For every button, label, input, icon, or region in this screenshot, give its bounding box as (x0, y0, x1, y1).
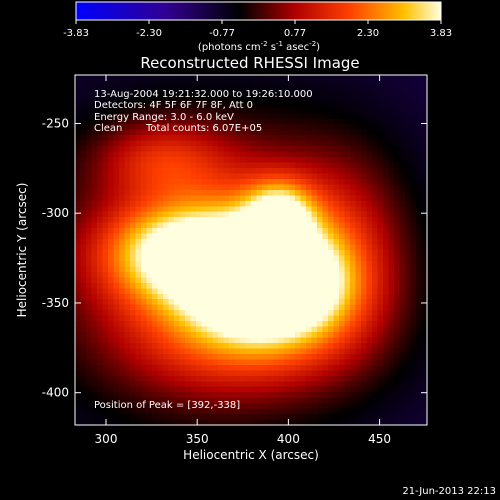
heatmap-raster (75, 75, 427, 425)
colorbar-tick-label: 0.77 (284, 28, 306, 39)
chart-title: Reconstructed RHESSI Image (140, 54, 359, 72)
colorbar-tick-label: 2.30 (357, 28, 379, 39)
annotation-energy: Energy Range: 3.0 - 6.0 keV (94, 112, 234, 123)
x-axis-label: Heliocentric X (arcsec) (183, 448, 319, 462)
y-tick-label: -300 (42, 206, 69, 220)
annotation-clean: Clean (94, 123, 122, 134)
y-axis-label: Heliocentric Y (arcsec) (15, 183, 29, 318)
x-axis: 300 350 400 450 (95, 75, 391, 446)
y-tick-label: -250 (42, 116, 69, 130)
colorbar-tick-label: -0.77 (209, 28, 235, 39)
colorbar-tick-label: -3.83 (63, 28, 89, 39)
y-tick-label: -400 (42, 386, 69, 400)
colorbar-ticks: -3.83 -2.30 -0.77 0.77 2.30 3.83 (63, 20, 452, 39)
y-axis: -250 -300 -350 -400 (42, 116, 427, 400)
x-tick-label: 450 (368, 432, 391, 446)
x-tick-label: 350 (186, 432, 209, 446)
x-tick-label: 400 (277, 432, 300, 446)
plot-frame (74, 74, 428, 426)
heatmap-image (75, 75, 427, 425)
x-tick-label: 300 (95, 432, 118, 446)
annotation-time-range: 13-Aug-2004 19:21:32.000 to 19:26:10.000 (94, 89, 313, 100)
y-tick-label: -350 (42, 296, 69, 310)
annotation-total-counts: Total counts: 6.07E+05 (145, 123, 262, 134)
colorbar-tick-label: -2.30 (136, 28, 162, 39)
annotation-peak: Position of Peak = [392,-338] (94, 400, 240, 411)
annotations: 13-Aug-2004 19:21:32.000 to 19:26:10.000… (94, 89, 313, 411)
colorbar-frame (75, 1, 442, 21)
colorbar-label: (photons cm-2 s-1 asec-2) (198, 40, 320, 53)
footer-timestamp: 21-Jun-2013 22:13 (402, 486, 496, 497)
colorbar-tick-label: 3.83 (430, 28, 452, 39)
annotation-detectors: Detectors: 4F 5F 6F 7F 8F, Att 0 (94, 100, 253, 111)
colorbar (76, 2, 441, 20)
